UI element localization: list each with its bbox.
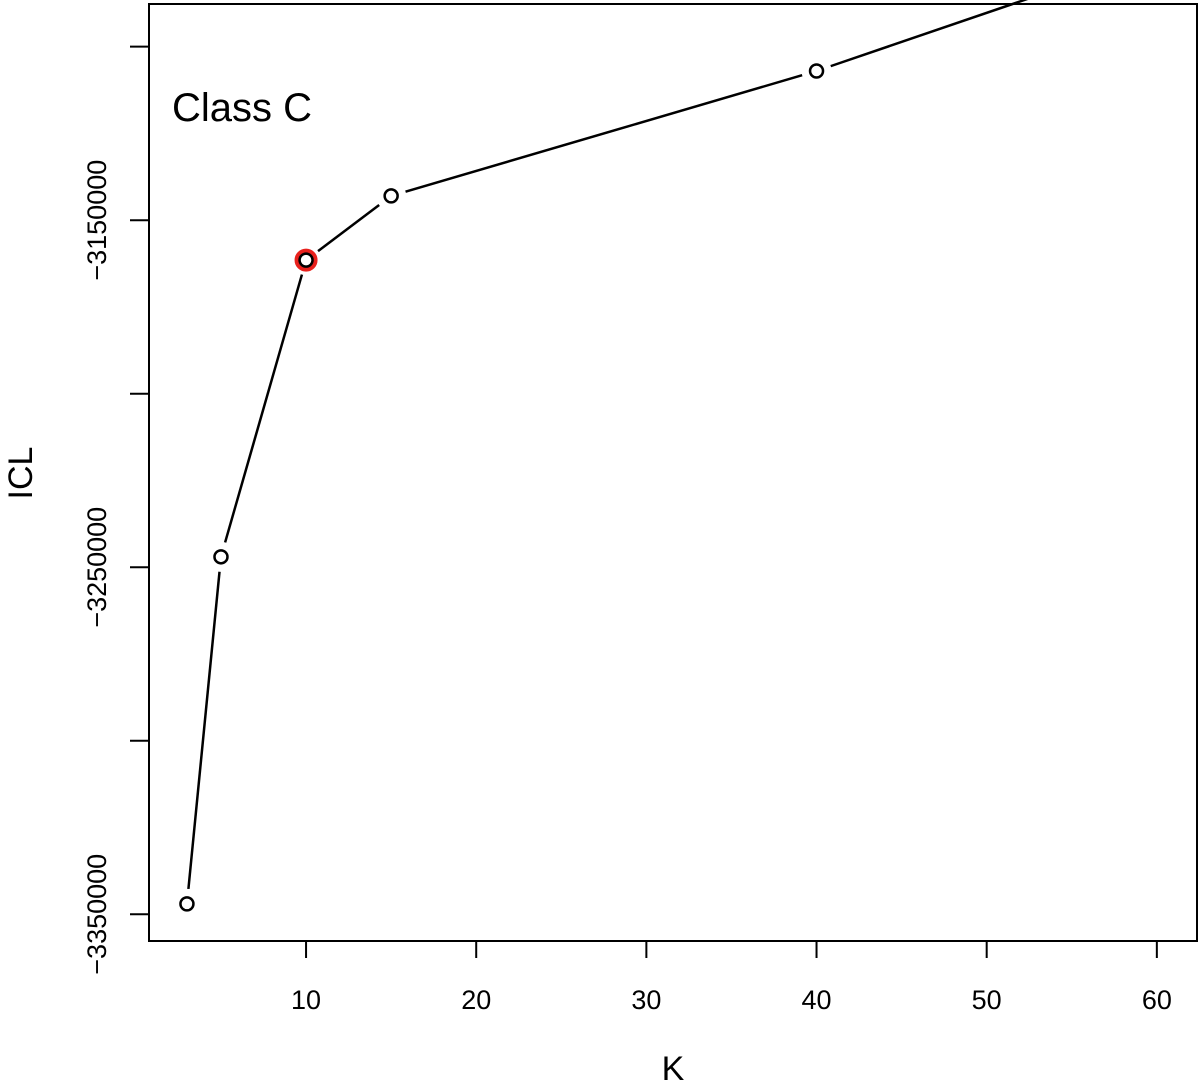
x-tick-label: 20 (461, 985, 491, 1015)
x-tick-label: 50 (972, 985, 1002, 1015)
series-line-segment (223, 274, 304, 543)
y-axis: −3150000 −3250000 −3350000 (82, 45, 149, 975)
x-tick-label: 60 (1142, 985, 1172, 1015)
data-point (179, 896, 195, 912)
x-axis: 10 20 30 40 50 60 (291, 941, 1172, 1015)
series-line-segment (187, 571, 221, 890)
x-tick-label: 40 (802, 985, 832, 1015)
x-axis-title: K (662, 1050, 685, 1088)
plot-frame (148, 3, 1198, 942)
y-tick-label: −3350000 (82, 854, 112, 975)
series-line-segment (317, 203, 380, 253)
data-point (298, 252, 314, 268)
data-point (383, 188, 399, 204)
x-tick-label: 10 (291, 985, 321, 1015)
series-line-segment (830, 0, 1029, 68)
series-layer (179, 0, 1029, 912)
x-tick-label: 30 (631, 985, 661, 1015)
y-axis-title: ICL (2, 447, 40, 500)
data-point (808, 63, 825, 79)
data-point (213, 549, 229, 565)
y-tick-label: −3150000 (82, 160, 112, 281)
highlight-point (294, 248, 318, 272)
chart-annotation: Class C (172, 86, 312, 130)
series-line-segment (405, 74, 803, 193)
y-tick-label: −3250000 (82, 507, 112, 628)
